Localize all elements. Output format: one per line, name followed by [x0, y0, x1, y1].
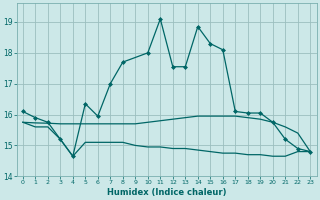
X-axis label: Humidex (Indice chaleur): Humidex (Indice chaleur) — [107, 188, 226, 197]
